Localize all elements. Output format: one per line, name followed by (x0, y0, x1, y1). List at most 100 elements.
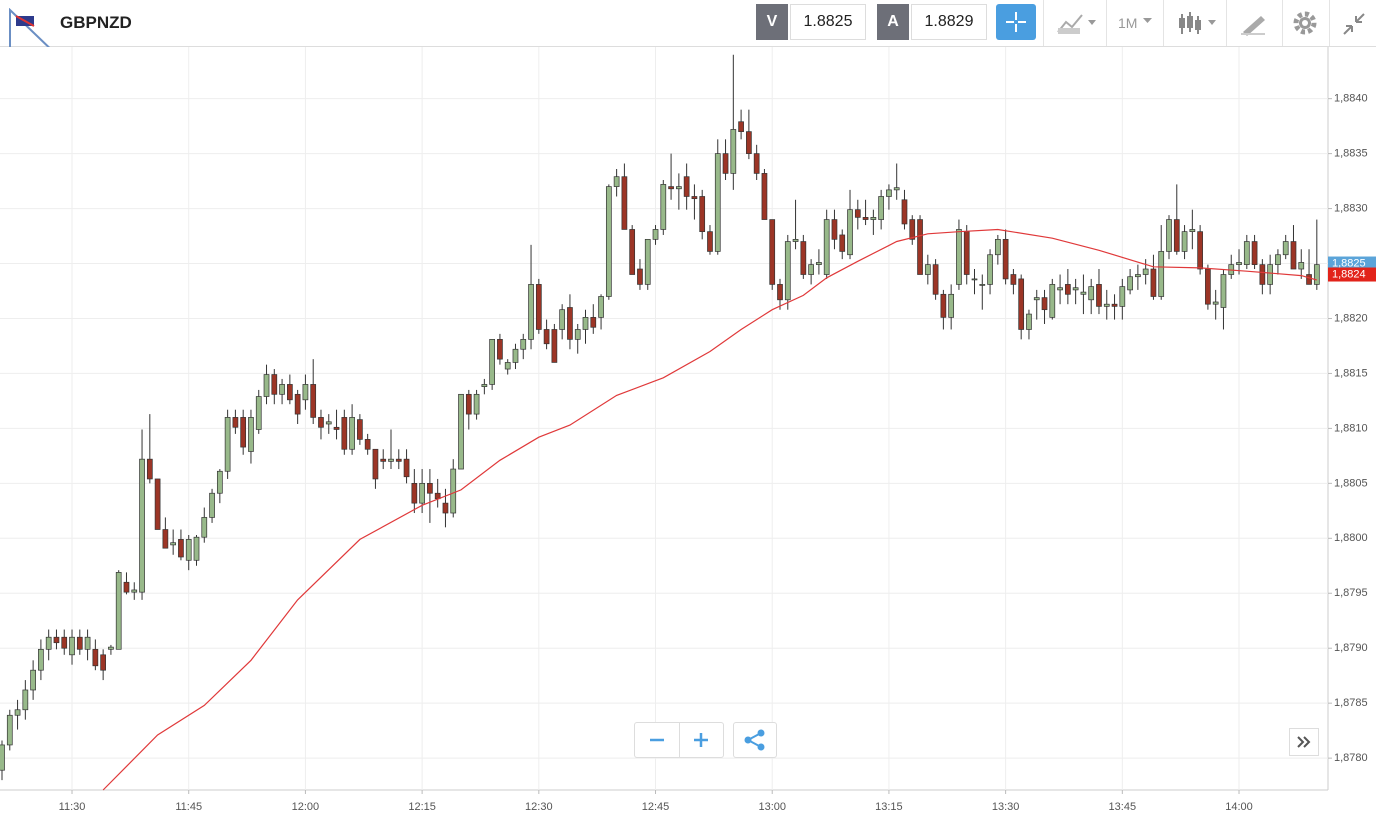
candles-button[interactable] (1163, 0, 1226, 46)
candle-body (909, 219, 916, 240)
x-tick-label: 12:45 (642, 801, 670, 813)
sell-label[interactable]: V (756, 4, 788, 40)
candle-body (963, 231, 970, 275)
candle-body (92, 648, 99, 667)
interval-caret (1143, 18, 1152, 23)
candle-body (753, 153, 760, 174)
zoom-in[interactable] (679, 723, 723, 757)
candle-body (240, 417, 247, 448)
x-tick-label: 13:00 (758, 801, 786, 813)
candle-body (699, 196, 706, 233)
x-tick-label: 13:30 (992, 801, 1020, 813)
candle-body (216, 470, 223, 494)
collapse-button[interactable] (1329, 0, 1376, 46)
candle-body (1010, 274, 1017, 285)
candle-body (847, 209, 853, 256)
candle-body (333, 426, 340, 430)
candle-body (1259, 264, 1266, 285)
candle-body (1096, 284, 1102, 307)
scroll-right-button[interactable] (1289, 728, 1319, 756)
y-tick-label: 1,8780 (1334, 752, 1368, 764)
candle-body (131, 589, 138, 593)
crosshair-button[interactable] (996, 4, 1036, 40)
candle-body (489, 339, 495, 385)
candle-body (325, 421, 332, 425)
candle-body (458, 393, 464, 470)
candle-body (162, 529, 169, 549)
candle-body (442, 502, 449, 514)
settings-button[interactable] (1282, 0, 1329, 46)
candle-body (582, 317, 589, 330)
candle-body (30, 669, 36, 691)
candle-body (497, 339, 503, 360)
candle-body (590, 317, 597, 328)
candle-body (279, 384, 285, 395)
candle-body (263, 374, 270, 397)
candle-body (917, 219, 923, 275)
price-tag-label: 1,8825 (1332, 257, 1366, 269)
candle-body (520, 339, 527, 350)
x-tick-label: 12:30 (525, 801, 553, 813)
candle-body (1181, 231, 1188, 252)
candle-body (349, 417, 355, 450)
candle-body (69, 636, 75, 656)
candle-body (854, 209, 861, 218)
y-tick-label: 1,8840 (1334, 93, 1368, 105)
candle-body (777, 284, 783, 301)
candle-body (1103, 303, 1110, 307)
candle-body (979, 284, 986, 286)
candle-body (100, 654, 106, 671)
candle-body (1275, 254, 1281, 265)
candle-body (956, 229, 962, 285)
candle-body (901, 199, 908, 225)
candle-body (621, 176, 628, 230)
candle-body (357, 419, 363, 440)
candle-body (551, 329, 558, 363)
x-tick-label: 13:45 (1109, 801, 1137, 813)
candle-body (1251, 241, 1258, 265)
candle-body (146, 458, 153, 480)
price-tag-label: 1,8824 (1332, 268, 1366, 280)
candle-body (473, 393, 480, 415)
candle-body (1026, 313, 1032, 330)
y-tick-label: 1,8790 (1334, 642, 1368, 654)
candle-body (1065, 284, 1071, 295)
candle-body (154, 478, 161, 530)
candle-body (535, 284, 542, 330)
candle-body (808, 264, 814, 275)
candle-body (287, 384, 293, 401)
zoom-out[interactable] (635, 723, 679, 757)
y-tick-label: 1,8810 (1334, 422, 1368, 434)
candle-body (971, 278, 978, 281)
candle-body (528, 284, 534, 340)
candle-body (1212, 301, 1219, 305)
candle-body (224, 417, 231, 472)
draw-button[interactable] (1226, 0, 1282, 46)
buy-label[interactable]: A (877, 4, 909, 40)
share-button[interactable] (733, 722, 777, 758)
candle-body (1111, 303, 1118, 307)
interval[interactable]: 1M (1118, 15, 1138, 31)
candle-body (38, 648, 44, 671)
interval-button[interactable]: 1M (1106, 0, 1163, 46)
chart-type-button[interactable] (1043, 0, 1106, 46)
buy-price[interactable]: 1.8829 (911, 4, 987, 40)
candle-body (652, 229, 659, 240)
zoom-controls (634, 722, 724, 758)
candle-body (644, 238, 651, 285)
candle-body (232, 417, 239, 428)
candle-body (1205, 268, 1211, 305)
candle-body (318, 417, 324, 428)
candle-body (123, 581, 130, 593)
candle-body (255, 396, 262, 430)
chart: 1,8780 1,8785 1,8790 1,8795 1,8800 1,8805 1,88… (0, 47, 1376, 821)
candle-body (1306, 274, 1312, 285)
candle-body (940, 293, 947, 318)
candle-body (465, 393, 472, 415)
candle-body (1313, 264, 1320, 285)
candle-body (870, 217, 877, 220)
candle-body (738, 121, 744, 132)
sell-price[interactable]: 1.8825 (790, 4, 866, 40)
candle-body (45, 636, 52, 650)
candle-body (76, 636, 83, 650)
